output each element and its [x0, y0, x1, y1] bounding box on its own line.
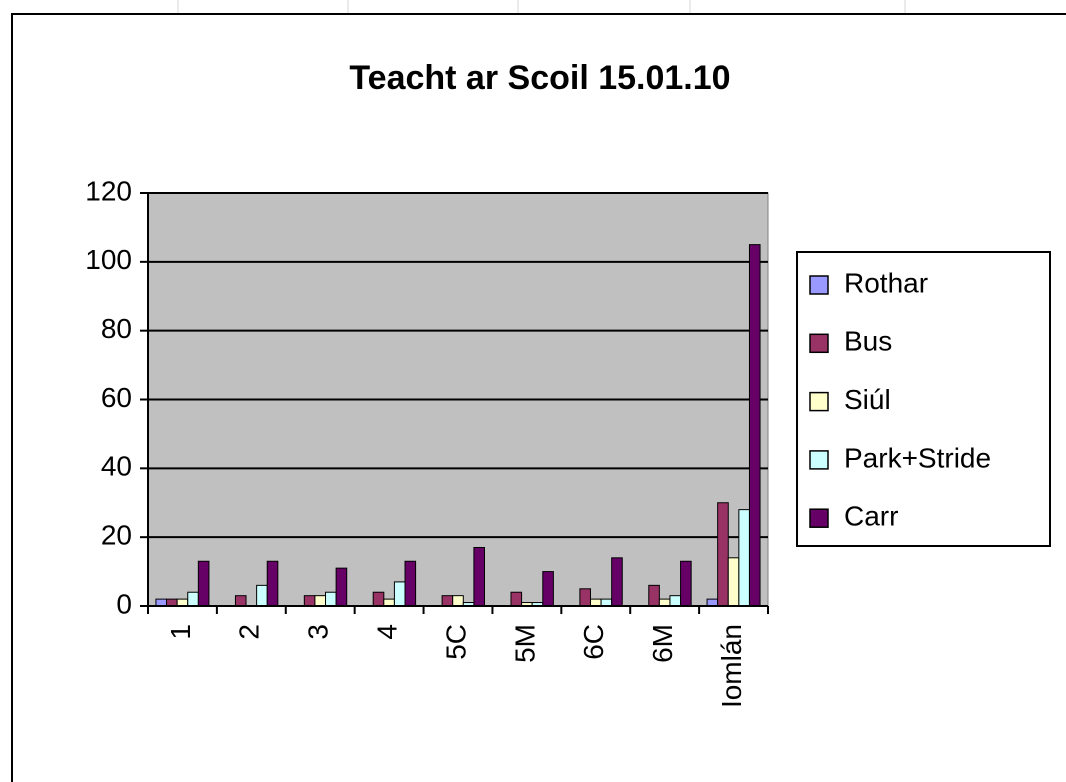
- bar: [452, 595, 464, 607]
- bar: [748, 244, 761, 607]
- legend-label: Park+Stride: [844, 442, 991, 473]
- y-tick-label: 80: [101, 313, 132, 344]
- legend-label: Carr: [844, 501, 898, 532]
- y-tick-label: 0: [116, 588, 132, 619]
- x-tick-label: 6M: [647, 624, 678, 663]
- x-tick-label: 2: [234, 624, 265, 640]
- legend-swatch: [809, 391, 829, 412]
- bar: [404, 560, 417, 607]
- bar: [176, 598, 189, 607]
- legend: [796, 251, 1051, 547]
- bar: [256, 584, 268, 607]
- x-tick-label: 4: [372, 624, 403, 640]
- x-tick-label: 5M: [509, 624, 540, 663]
- bar: [303, 595, 316, 607]
- bar: [234, 595, 247, 607]
- bar: [314, 595, 327, 607]
- bar: [738, 509, 750, 607]
- x-tick-label: Iomlán: [716, 624, 747, 708]
- legend-swatch: [809, 508, 829, 528]
- legend-label: Rothar: [844, 267, 928, 298]
- bar: [510, 591, 523, 607]
- bar: [383, 598, 395, 607]
- legend-swatch: [809, 450, 829, 470]
- legend-label: Bus: [844, 326, 892, 357]
- bar: [266, 560, 279, 607]
- bar: [166, 598, 178, 607]
- chart-title: Teacht ar Scoil 15.01.10: [349, 59, 730, 97]
- bar: [717, 502, 729, 607]
- bar: [155, 598, 168, 607]
- bar: [473, 546, 485, 607]
- bar: [680, 560, 692, 607]
- bar: [579, 588, 591, 607]
- bar: [335, 567, 348, 607]
- y-tick-label: 100: [85, 244, 132, 275]
- bar: [197, 560, 210, 607]
- bar: [441, 595, 454, 607]
- bar: [542, 571, 554, 607]
- bar: [187, 591, 199, 607]
- y-tick-label: 40: [101, 451, 132, 482]
- x-tick-label: 1: [165, 624, 196, 640]
- x-tick-label: 6C: [578, 624, 609, 660]
- bar: [669, 595, 682, 607]
- legend-swatch: [809, 333, 829, 354]
- x-tick-label: 5C: [440, 624, 471, 660]
- y-tick-label: 120: [85, 175, 132, 206]
- legend-swatch: [809, 275, 829, 295]
- bar: [325, 591, 337, 607]
- y-tick-label: 20: [101, 520, 132, 551]
- bar: [648, 584, 660, 607]
- sheet-grid: [177, 0, 906, 14]
- bar: [393, 581, 406, 607]
- bar: [589, 598, 602, 607]
- bar: [706, 598, 719, 607]
- bar: [611, 557, 623, 607]
- bar: [372, 591, 385, 607]
- bar: [600, 598, 613, 607]
- x-tick-label: 3: [303, 624, 334, 640]
- bar: [727, 557, 740, 607]
- legend-label: Siúl: [844, 384, 891, 415]
- bar: [658, 598, 671, 607]
- y-tick-label: 60: [101, 382, 132, 413]
